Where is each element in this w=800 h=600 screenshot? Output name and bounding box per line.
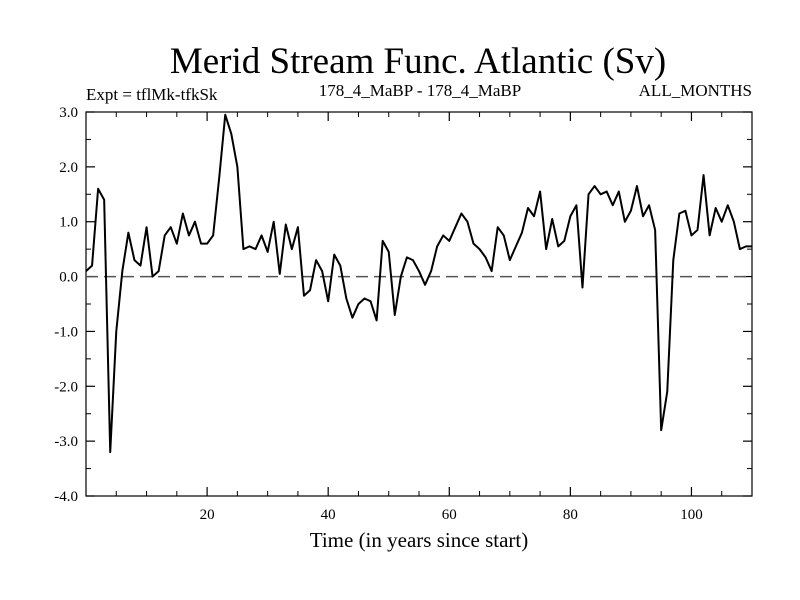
x-tick-label: 60 — [442, 507, 457, 523]
y-tick-label: -1.0 — [54, 324, 78, 340]
series-line — [85, 113, 752, 454]
y-tick-label: -2.0 — [54, 379, 78, 395]
x-axis-title: Time (in years since start) — [310, 528, 529, 552]
y-tick-label: 2.0 — [59, 160, 78, 176]
experiment-label: Expt = tflMk-tfkSk — [86, 85, 218, 104]
chart-title: Merid Stream Func. Atlantic (Sv) — [170, 41, 666, 82]
y-axis: 3.0 2.0 1.0 0.0 -1.0 -2.0 -3.0 -4.0 — [54, 105, 752, 505]
y-tick-label: 3.0 — [59, 105, 78, 121]
y-tick-label: -3.0 — [54, 434, 78, 450]
x-tick-label: 20 — [200, 507, 215, 523]
x-tick-label: 40 — [321, 507, 336, 523]
months-label: ALL_MONTHS — [639, 81, 752, 100]
x-axis: 20 40 60 80 100 — [115, 112, 723, 523]
x-tick-label: 80 — [563, 507, 578, 523]
plot-frame — [85, 111, 753, 497]
y-tick-label: 1.0 — [59, 215, 78, 231]
series-group — [85, 113, 752, 454]
y-tick-label: 0.0 — [59, 270, 78, 286]
comparison-label: 178_4_MaBP - 178_4_MaBP — [319, 81, 521, 100]
y-tick-label: -4.0 — [54, 489, 78, 505]
x-tick-label: 100 — [680, 507, 703, 523]
